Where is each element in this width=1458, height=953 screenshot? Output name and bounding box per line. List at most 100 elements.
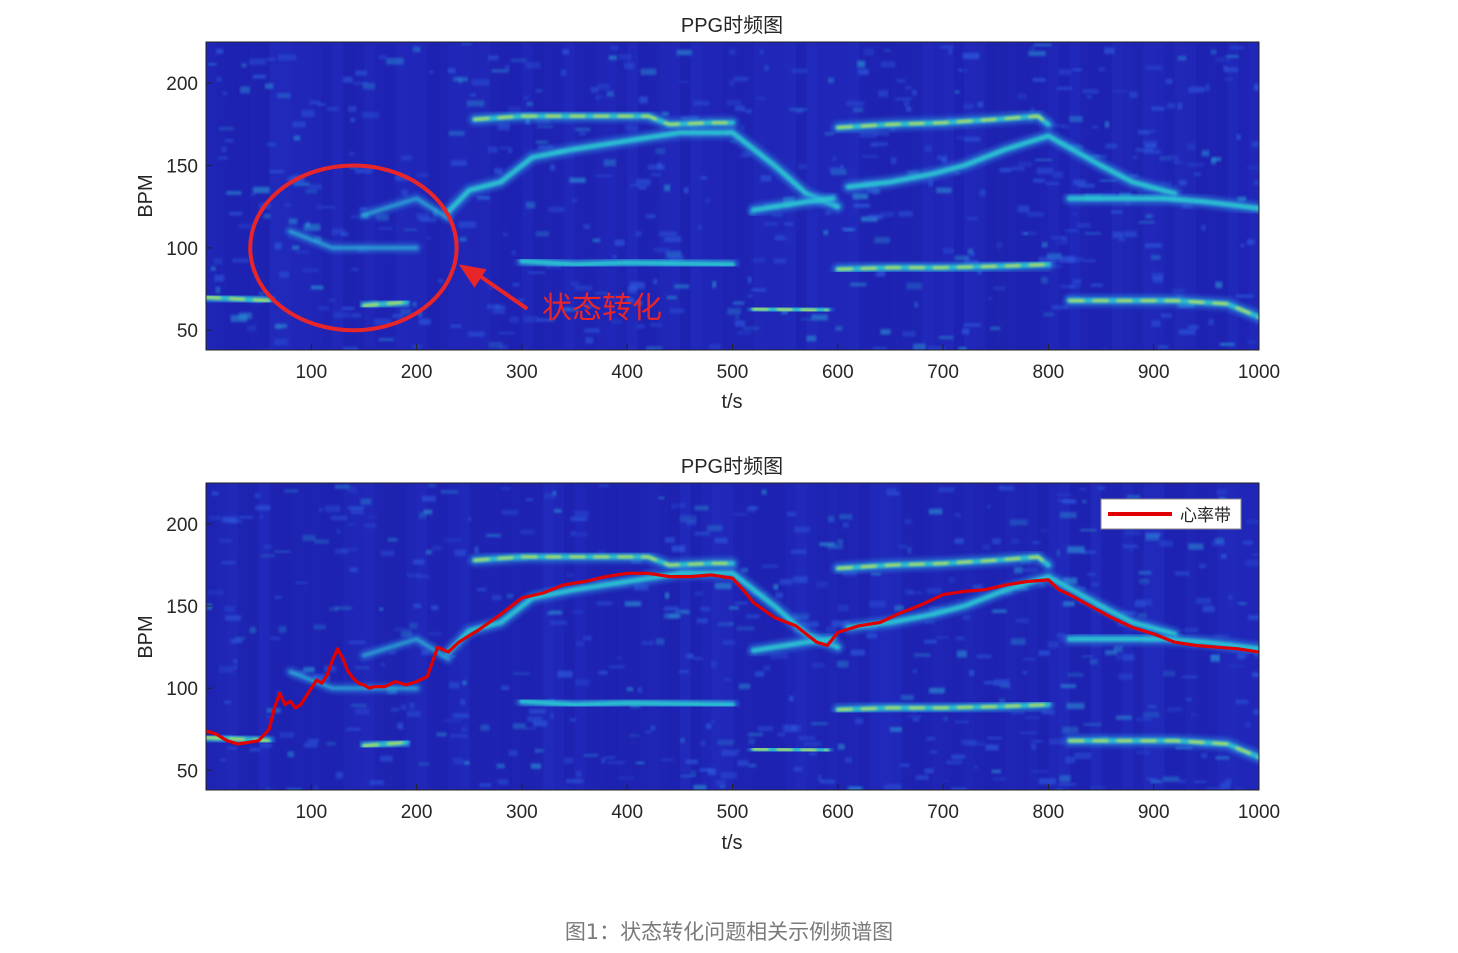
heatmap-speckle: [530, 763, 542, 769]
heatmap-speckle: [1166, 103, 1176, 109]
heatmap-speckle: [1043, 312, 1054, 317]
y-tick-label: 150: [166, 597, 198, 618]
heatmap-column: [532, 483, 544, 790]
heatmap-speckle: [355, 666, 370, 669]
heatmap-speckle: [915, 775, 929, 780]
heatmap-speckle: [443, 719, 461, 723]
heatmap-speckle: [317, 305, 330, 311]
heatmap-speckle: [754, 671, 765, 677]
heatmap-speckle: [779, 579, 793, 585]
heatmap-speckle: [610, 46, 619, 50]
heatmap-speckle: [452, 758, 464, 765]
heatmap-speckle: [374, 318, 392, 326]
heatmap-speckle: [660, 758, 674, 761]
heatmap-column: [500, 483, 512, 790]
heatmap-speckle: [537, 125, 554, 128]
heatmap-speckle: [675, 609, 690, 614]
heatmap-speckle: [307, 738, 319, 743]
heatmap-speckle: [883, 784, 902, 790]
heatmap-speckle: [742, 326, 759, 330]
heatmap-speckle: [577, 532, 588, 537]
heatmap-speckle: [664, 537, 675, 543]
highlight-ellipse: [248, 163, 459, 333]
heatmap-speckle: [263, 213, 271, 219]
heatmap-speckle: [914, 302, 919, 308]
heatmap-speckle: [852, 107, 864, 113]
heatmap-column: [279, 483, 291, 790]
heatmap-speckle: [487, 286, 495, 290]
y-tick-label: 100: [166, 239, 198, 260]
heatmap-speckle: [727, 308, 741, 315]
heatmap-speckle: [956, 136, 964, 139]
heatmap-speckle: [1097, 486, 1106, 490]
heatmap-speckle: [1050, 236, 1064, 240]
heatmap-speckle: [601, 757, 606, 764]
heatmap-speckle: [1228, 595, 1233, 600]
heatmap-speckle: [1129, 91, 1138, 98]
heatmap-speckle: [221, 561, 236, 565]
heatmap-speckle: [1144, 243, 1162, 248]
heatmap-speckle: [1247, 340, 1256, 343]
heatmap-speckle: [898, 544, 908, 549]
heatmap-speckle: [1137, 129, 1156, 133]
heatmap-column: [900, 483, 913, 790]
heatmap-column: [1216, 42, 1228, 350]
heatmap-speckle: [686, 653, 694, 659]
heatmap-speckle: [418, 762, 430, 766]
heatmap-speckle: [656, 162, 662, 170]
heatmap-speckle: [890, 157, 897, 165]
heatmap-speckle: [1038, 778, 1057, 785]
heatmap-speckle: [418, 318, 431, 325]
heatmap-speckle: [650, 172, 661, 177]
heatmap-speckle: [349, 152, 355, 156]
heatmap-speckle: [1072, 279, 1082, 285]
heatmap-speckle: [1135, 750, 1151, 755]
heatmap-speckle: [855, 718, 864, 725]
heatmap-speckle: [650, 725, 656, 731]
heatmap-speckle: [775, 234, 785, 241]
heatmap-speckle: [394, 175, 410, 181]
heatmap-speckle: [733, 76, 749, 82]
heatmap-speckle: [844, 757, 852, 763]
heatmap-speckle: [571, 610, 584, 614]
heatmap-column: [890, 483, 902, 790]
heatmap-speckle: [1120, 611, 1137, 616]
heatmap-speckle: [1145, 534, 1160, 541]
heatmap-speckle: [1174, 571, 1190, 576]
heatmap-speckle: [390, 707, 400, 712]
heatmap-speckle: [1238, 602, 1247, 605]
heatmap-speckle: [1160, 313, 1172, 318]
heatmap-speckle: [902, 331, 916, 337]
heatmap-speckle: [852, 193, 869, 200]
heatmap-speckle: [583, 303, 595, 309]
heatmap-speckle: [498, 331, 515, 335]
heatmap-speckle: [669, 308, 685, 313]
heatmap-speckle: [226, 191, 242, 195]
heatmap-speckle: [225, 615, 241, 621]
heatmap-speckle: [227, 519, 242, 523]
heatmap-speckle: [305, 189, 318, 194]
heatmap-speckle: [485, 533, 502, 537]
heatmap-column: [553, 483, 565, 790]
heatmap-speckle: [362, 82, 376, 90]
heatmap-speckle: [313, 624, 326, 630]
heatmap-speckle: [292, 121, 306, 128]
heatmap-column: [300, 483, 312, 790]
heatmap-speckle: [690, 770, 697, 776]
heatmap-speckle: [598, 484, 609, 488]
bottom-spectrogram-panel: PPG时频图 BPM t/s 100 200 300 400 500 600 700 800 9…: [135, 455, 1280, 854]
heatmap-speckle: [671, 545, 686, 553]
heatmap-speckle: [844, 228, 853, 231]
heatmap-speckle: [710, 720, 716, 724]
heatmap-speckle: [218, 126, 234, 131]
heatmap-speckle: [608, 55, 617, 60]
heatmap-speckle: [874, 132, 890, 136]
heatmap-column: [764, 42, 776, 350]
heatmap-column: [627, 483, 639, 790]
heatmap-speckle: [313, 785, 319, 790]
heatmap-speckle: [497, 123, 510, 131]
heatmap-speckle: [333, 311, 350, 318]
heatmap-speckle: [1236, 653, 1249, 658]
heatmap-speckle: [812, 662, 825, 669]
heatmap-speckle: [250, 193, 256, 196]
